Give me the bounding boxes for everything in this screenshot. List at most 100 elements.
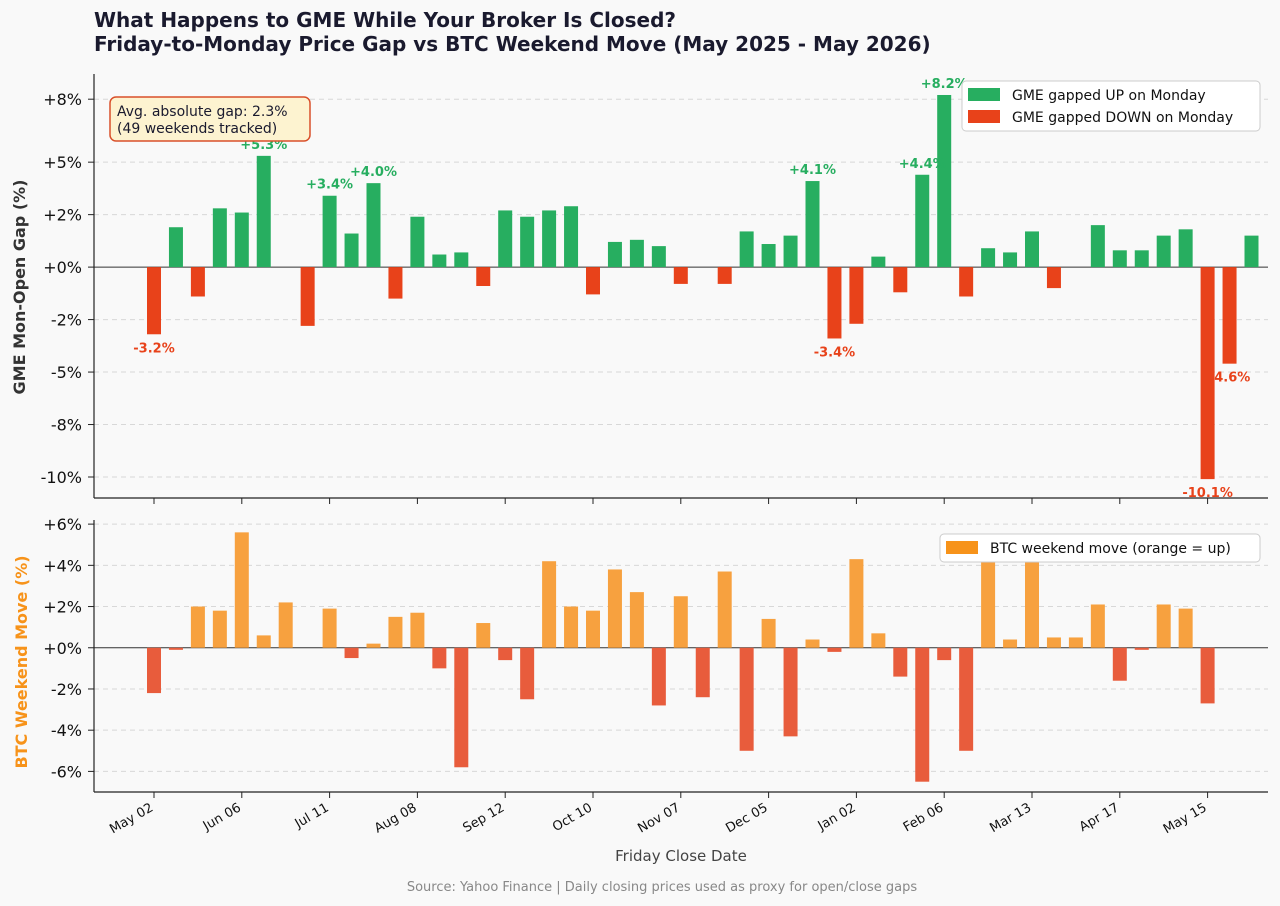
btc-bar (915, 647, 930, 782)
btc-bar (959, 647, 974, 751)
btc-bar (1003, 639, 1018, 648)
gme-bar (607, 241, 622, 268)
btc-bar (322, 608, 337, 648)
x-tick-label: Dec 05 (723, 800, 770, 836)
source-footer: Source: Yahoo Finance | Daily closing pr… (407, 880, 918, 895)
btc-y-axis-label: BTC Weekend Move (%) (12, 555, 31, 768)
btc-y-tick-label: +4% (43, 556, 82, 575)
btc-bar (717, 571, 732, 648)
btc-bar (849, 559, 864, 648)
gme-y-tick-label: +2% (43, 206, 82, 225)
gme-bar (981, 248, 996, 268)
btc-bar (805, 639, 820, 648)
note-line-1: Avg. absolute gap: 2.3% (117, 104, 288, 120)
btc-y-tick-label: +0% (43, 639, 82, 658)
gme-bar (300, 267, 315, 326)
gme-bar (410, 216, 425, 268)
gme-legend-box (961, 80, 1261, 132)
gme-bar (629, 239, 644, 268)
gme-data-labels: -3.2%+5.3%+3.4%+4.0% +4.1%-3.4%+4.4%+8.2%… (133, 77, 1250, 501)
btc-y-tick-label: -6% (51, 762, 82, 781)
gme-bar (1025, 231, 1039, 268)
btc-legend-box (939, 533, 1261, 563)
btc-bar (168, 647, 183, 650)
legend-swatch-btc (946, 541, 978, 554)
gme-data-label: -3.2% (133, 341, 174, 356)
gme-bar (498, 210, 513, 268)
btc-bar (761, 618, 776, 648)
gme-data-label: -10.1% (1182, 486, 1233, 501)
btc-y-tick-labels: +6% +4% +2% +0% -2% -4% -6% (43, 515, 82, 781)
btc-bar (278, 602, 293, 648)
btc-bar (827, 647, 842, 652)
gme-bar (1003, 252, 1018, 268)
gme-data-label: +4.0% (350, 165, 397, 180)
btc-bar (783, 647, 798, 737)
gme-gap-panel: +8%+5%+2%+0%-2%-5%-8%-10% -3.2%+5.3%+3.4… (10, 74, 1268, 501)
legend-label-btc: BTC weekend move (orange = up) (990, 541, 1231, 557)
gme-bar (1134, 250, 1149, 268)
gme-bar (542, 210, 557, 268)
gme-y-tick-label: +5% (43, 153, 82, 172)
btc-y-tick-label: +6% (43, 515, 82, 534)
btc-move-panel: +6% +4% +2% +0% -2% -4% -6% May 02 Jun 06 Jul 11… (12, 498, 1268, 865)
btc-bar (542, 561, 557, 648)
gme-bar (1200, 267, 1215, 480)
btc-y-tick-label: +2% (43, 598, 82, 617)
btc-bar (190, 606, 205, 648)
gme-bar (476, 267, 491, 286)
btc-bar (410, 612, 425, 648)
gme-bar (761, 244, 776, 268)
chart-subtitle: Friday-to-Monday Price Gap vs BTC Weeken… (94, 32, 931, 56)
btc-bar (234, 532, 249, 648)
gme-bar (212, 208, 227, 268)
btc-bar (695, 647, 710, 698)
gme-bar (717, 267, 732, 284)
gme-bar (388, 267, 403, 299)
btc-bar (1156, 604, 1171, 648)
gme-legend: GME gapped UP on Monday GME gapped DOWN … (961, 80, 1261, 132)
btc-bar (432, 647, 447, 669)
btc-bar (651, 647, 666, 706)
legend-label-up: GME gapped UP on Monday (1012, 88, 1206, 104)
btc-legend: BTC weekend move (orange = up) (939, 533, 1261, 563)
btc-bar (937, 647, 952, 661)
btc-bar (607, 569, 622, 648)
btc-bar (147, 647, 161, 694)
btc-bar (739, 647, 754, 751)
note-line-2: (49 weekends tracked) (117, 121, 277, 137)
x-tick-label: Feb 06 (901, 800, 946, 835)
btc-bar (871, 633, 886, 648)
btc-bar (1200, 647, 1215, 704)
gme-bar (849, 267, 864, 324)
btc-bar (256, 635, 271, 648)
gme-bar (915, 174, 930, 268)
btc-bar (629, 592, 644, 648)
gme-y-axis-label: GME Mon-Open Gap (%) (10, 180, 29, 395)
btc-bar (1134, 647, 1149, 650)
btc-bar (476, 623, 491, 648)
btc-bar (893, 647, 908, 677)
btc-bar (1178, 608, 1193, 648)
gme-bar (783, 235, 798, 268)
gme-y-tick-label: +0% (43, 258, 82, 277)
gme-bar (256, 155, 271, 268)
gme-bar (1178, 229, 1193, 268)
gme-y-tick-label: -10% (41, 468, 82, 487)
btc-y-tick-label: -2% (51, 680, 82, 699)
gme-bar (739, 231, 754, 268)
gme-bar (168, 227, 183, 268)
btc-bar (366, 643, 381, 648)
legend-swatch-up (968, 88, 1000, 101)
gme-bar (147, 267, 161, 335)
gme-bar (454, 252, 469, 268)
gme-bar (651, 246, 666, 268)
btc-bars (147, 532, 1215, 782)
gme-bar (871, 256, 886, 268)
x-tick-label: May 02 (107, 800, 156, 837)
x-tick-label: Sep 12 (461, 800, 508, 836)
gme-bar (344, 233, 359, 268)
x-tick-label: Nov 07 (635, 800, 682, 836)
gme-data-label: +4.1% (789, 163, 836, 178)
